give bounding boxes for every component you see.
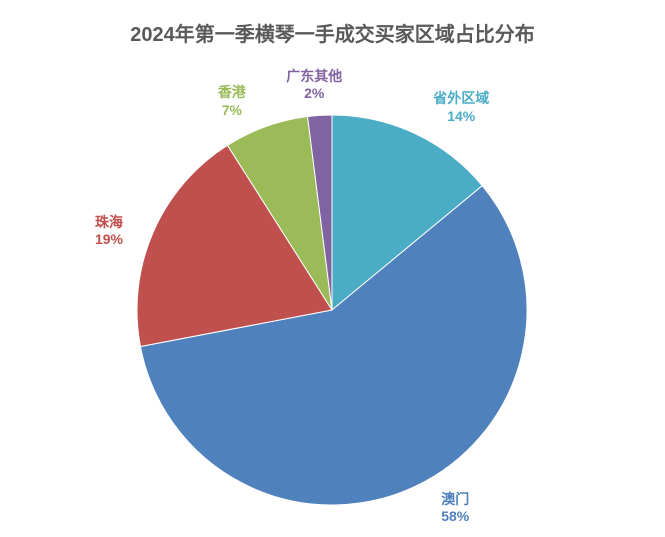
slice-label: 广东其他2% <box>286 68 342 103</box>
slice-label: 澳门58% <box>441 491 469 526</box>
slice-label: 省外区域14% <box>433 90 489 125</box>
slice-label-name: 广东其他 <box>286 68 342 86</box>
slice-label-name: 珠海 <box>95 214 123 232</box>
slice-label-percent: 2% <box>286 85 342 103</box>
slice-label: 珠海19% <box>95 214 123 249</box>
slice-label-percent: 58% <box>441 508 469 526</box>
pie-chart-container: 2024年第一季横琴一手成交买家区域占比分布 省外区域14%澳门58%珠海19%… <box>0 0 665 537</box>
slice-label: 香港7% <box>218 84 246 119</box>
slice-label-percent: 14% <box>433 108 489 126</box>
slice-label-percent: 19% <box>95 231 123 249</box>
slice-label-name: 省外区域 <box>433 90 489 108</box>
slice-label-name: 澳门 <box>441 491 469 509</box>
slice-label-percent: 7% <box>218 102 246 120</box>
slice-label-name: 香港 <box>218 84 246 102</box>
